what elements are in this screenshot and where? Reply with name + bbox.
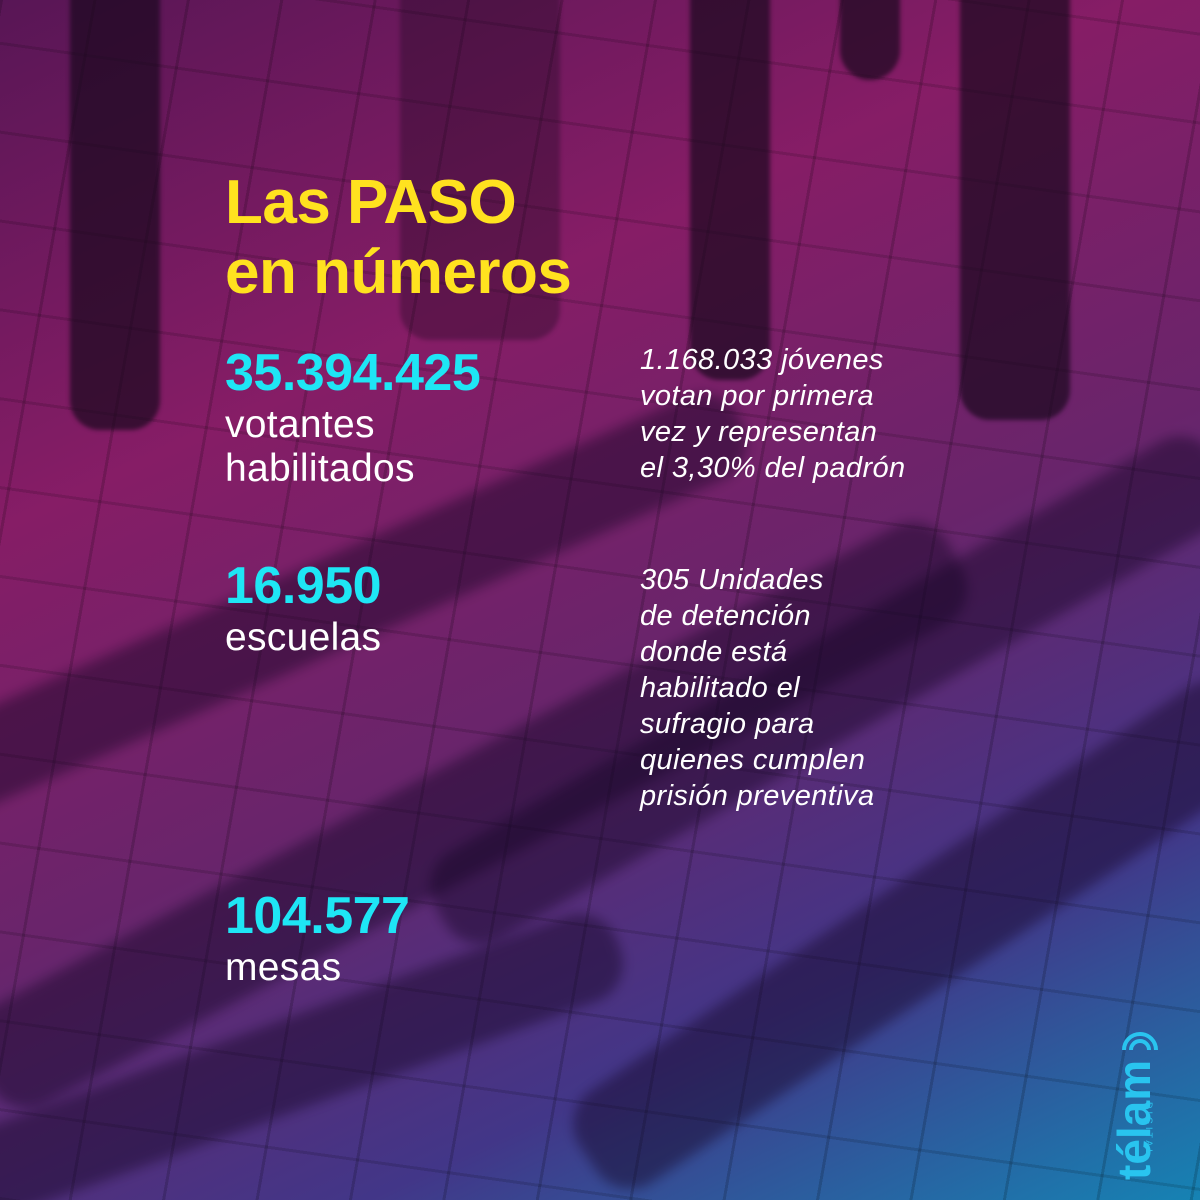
- logo-word: télam: [1108, 1059, 1160, 1180]
- note-line: donde está: [640, 636, 788, 668]
- title-line-1: Las PASO: [225, 168, 517, 237]
- note-line: prisión preventiva: [640, 780, 875, 812]
- stat-voters-label-1: votantes: [225, 403, 375, 446]
- stat-voters: 35.394.425 votantes habilitados: [225, 344, 481, 491]
- logo-subtitle: DIGITAL: [1144, 1102, 1154, 1158]
- page-title: Las PASO en números: [225, 168, 572, 308]
- note-young-voters: 1.168.033 jóvenes votan por primera vez …: [640, 342, 906, 486]
- note-line: el 3,30% del padrón: [640, 452, 906, 484]
- note-detention-units: 305 Unidades de detención donde está hab…: [640, 562, 875, 814]
- person-silhouette: [70, 0, 160, 430]
- note-line: quienes cumplen: [640, 744, 866, 776]
- signal-waves-icon: [1122, 1032, 1158, 1051]
- title-line-2: en números: [225, 238, 572, 307]
- note-line: de detención: [640, 600, 811, 632]
- person-silhouette: [960, 0, 1070, 420]
- note-line: 1.168.033 jóvenes: [640, 344, 884, 376]
- stat-schools: 16.950 escuelas: [225, 557, 382, 660]
- telam-logo: télam DIGITAL: [1108, 1032, 1168, 1180]
- stat-voters-label-2: habilitados: [225, 447, 415, 490]
- stat-schools-label: escuelas: [225, 616, 382, 659]
- person-silhouette: [840, 0, 900, 80]
- stat-tables-number: 104.577: [225, 887, 410, 945]
- note-line: habilitado el: [640, 672, 800, 704]
- note-line: 305 Unidades: [640, 564, 824, 596]
- note-line: vez y representan: [640, 416, 878, 448]
- note-line: votan por primera: [640, 380, 875, 412]
- stat-voters-number: 35.394.425: [225, 344, 481, 402]
- person-silhouette: [690, 0, 770, 380]
- stat-tables-label: mesas: [225, 946, 342, 989]
- note-line: sufragio para: [640, 708, 815, 740]
- person-silhouette: [400, 0, 560, 340]
- stat-tables: 104.577 mesas: [225, 887, 410, 990]
- stat-schools-number: 16.950: [225, 557, 382, 615]
